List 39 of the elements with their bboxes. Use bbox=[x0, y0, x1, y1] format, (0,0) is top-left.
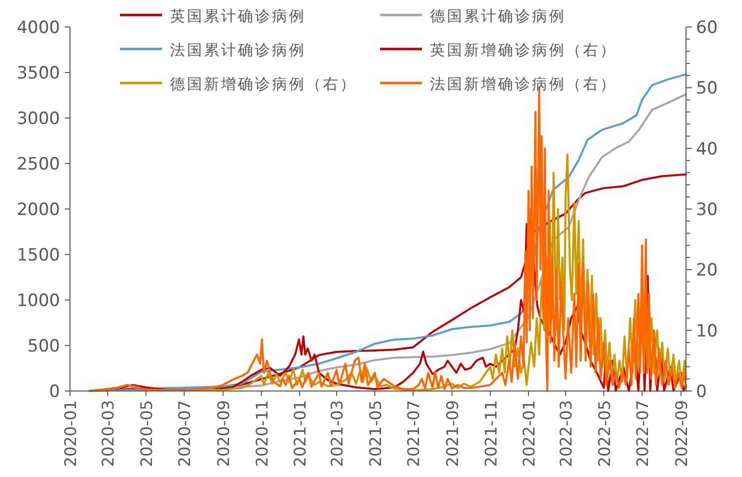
x-tick-label: 2022-03 bbox=[556, 400, 576, 467]
y2-tick-label: 20 bbox=[696, 260, 718, 281]
x-tick-label: 2020-01 bbox=[61, 400, 80, 467]
y-tick-label: 1500 bbox=[16, 246, 60, 266]
y-tick-label: 1000 bbox=[16, 291, 60, 311]
x-tick-label: 2021-05 bbox=[366, 400, 385, 467]
y2-tick-label: 10 bbox=[696, 321, 718, 342]
y-tick-label: 500 bbox=[28, 336, 60, 356]
legend-label: 德国新增确诊病例（右） bbox=[170, 75, 357, 93]
y2-tick-label: 0 bbox=[696, 382, 707, 402]
x-tick-label: 2020-03 bbox=[98, 400, 118, 467]
y2-tick-label: 30 bbox=[696, 200, 718, 220]
x-tick-label: 2021-09 bbox=[443, 400, 462, 467]
x-tick-label: 2021-03 bbox=[328, 400, 347, 467]
x-tick-label: 2020-11 bbox=[252, 400, 272, 467]
y-tick-label: 0 bbox=[49, 382, 60, 402]
y2-tick-label: 60 bbox=[696, 18, 718, 38]
y-tick-label: 2000 bbox=[16, 200, 60, 220]
y-tick-label: 3000 bbox=[16, 109, 60, 129]
x-tick-label: 2020-09 bbox=[214, 400, 234, 467]
legend-label: 法国新增确诊病例（右） bbox=[430, 75, 617, 93]
legend-label: 英国新增确诊病例（右） bbox=[430, 41, 617, 59]
y-tick-label: 3500 bbox=[16, 64, 60, 84]
x-tick-label: 2021-07 bbox=[404, 400, 424, 467]
x-tick-label: 2020-07 bbox=[175, 400, 194, 467]
x-tick-label: 2020-05 bbox=[136, 400, 156, 467]
x-tick-label: 2021-01 bbox=[290, 400, 310, 467]
x-tick-label: 2021-11 bbox=[481, 400, 500, 467]
legend-label: 德国累计确诊病例 bbox=[430, 7, 566, 25]
y2-tick-label: 50 bbox=[696, 78, 718, 99]
legend-label: 法国累计确诊病例 bbox=[170, 41, 306, 59]
y-tick-label: 4000 bbox=[16, 18, 60, 38]
x-tick-label: 2022-01 bbox=[520, 400, 539, 467]
x-tick-label: 2022-05 bbox=[594, 400, 614, 467]
x-tick-label: 2022-07 bbox=[633, 400, 652, 467]
y2-tick-label: 40 bbox=[696, 139, 718, 160]
x-tick-label: 2022-09 bbox=[672, 400, 691, 467]
y-tick-label: 2500 bbox=[16, 154, 60, 174]
legend-label: 英国累计确诊病例 bbox=[170, 7, 306, 25]
